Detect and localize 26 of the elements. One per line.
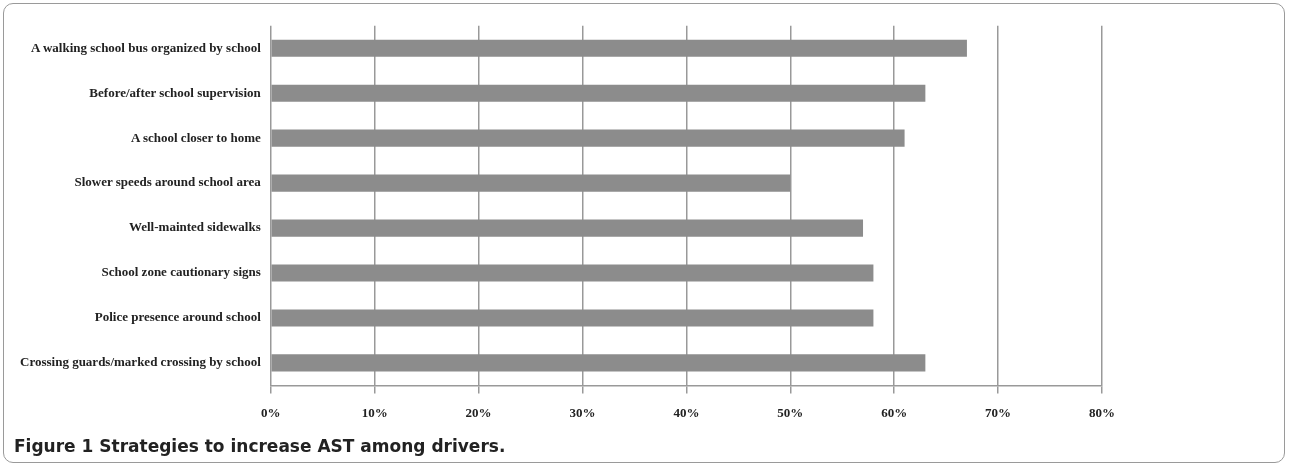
y-tick-label: Slower speeds around school area — [74, 174, 262, 190]
bar — [271, 129, 905, 147]
y-tick-label: Before/after school supervision — [89, 84, 262, 100]
y-tick-label: Well-mainted sidewalks — [128, 219, 261, 235]
bar — [271, 39, 967, 57]
x-tick-label: 50% — [777, 404, 804, 420]
bar — [271, 264, 874, 282]
x-tick-label: 60% — [881, 404, 908, 420]
text: Figure 1 Strategies to increase AST among drivers. — [14, 436, 506, 456]
x-tick-label: 70% — [985, 404, 1012, 420]
y-tick-label: A school closer to home — [131, 129, 262, 145]
bar — [271, 174, 791, 192]
x-tick-label: 10% — [361, 404, 388, 420]
x-tick-label: 40% — [673, 404, 700, 420]
x-tick-label: 20% — [465, 404, 492, 420]
y-tick-label: Crossing guards/marked crossing by school — [20, 354, 262, 370]
y-tick-label: A walking school bus organized by school — [31, 39, 262, 55]
y-tick-label: School zone cautionary signs — [101, 264, 261, 280]
x-tick-label: 0% — [261, 404, 281, 420]
x-tick-label: 30% — [569, 404, 596, 420]
bar — [271, 354, 926, 372]
bar — [271, 219, 864, 237]
x-tick-label: 80% — [1089, 404, 1115, 420]
bar — [271, 309, 874, 327]
y-tick-label: Police presence around school — [94, 309, 262, 325]
bar — [271, 84, 926, 102]
